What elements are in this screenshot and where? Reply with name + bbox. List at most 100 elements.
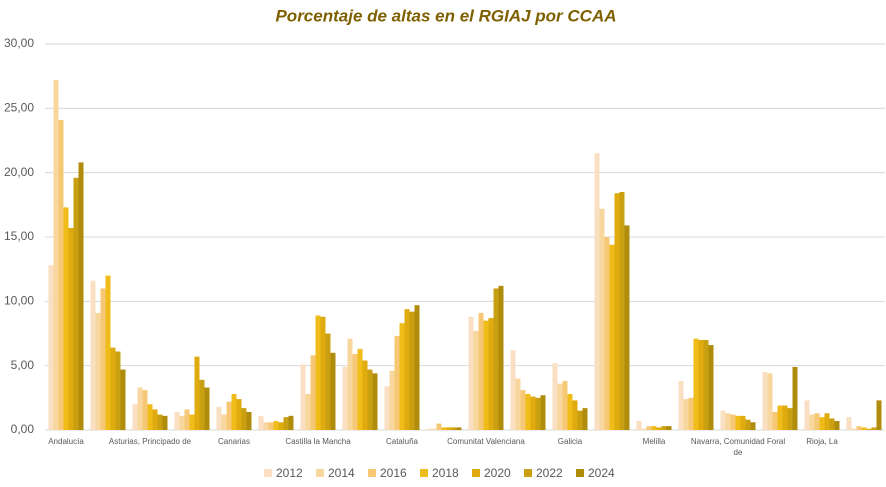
x-tick-label: Asturias, Principado de: [108, 437, 192, 446]
bar: [194, 356, 200, 430]
bar: [315, 315, 321, 430]
bar: [683, 399, 689, 430]
bar: [614, 193, 620, 430]
bar: [330, 352, 336, 430]
x-tick-label: Comunitat Valenciana: [447, 437, 525, 446]
bar: [342, 366, 348, 430]
bar: [142, 390, 148, 430]
bar: [199, 379, 205, 430]
bar: [179, 415, 185, 430]
bar: [357, 348, 363, 430]
bar: [787, 408, 793, 430]
bar: [320, 316, 326, 430]
bar: [137, 387, 143, 430]
bar: [730, 414, 736, 430]
bar: [241, 408, 247, 430]
bar: [856, 426, 862, 430]
bar: [762, 372, 768, 430]
bar: [520, 390, 526, 430]
bar: [273, 420, 279, 430]
bar: [305, 393, 311, 430]
bar: [157, 414, 163, 430]
bar: [68, 227, 74, 430]
bar: [288, 415, 294, 430]
bar: [698, 339, 704, 430]
bar: [819, 417, 825, 430]
bar: [619, 191, 625, 430]
bar: [552, 363, 558, 430]
bar: [372, 373, 378, 430]
legend-label: 2020: [484, 466, 511, 480]
bar: [708, 345, 714, 430]
bar: [792, 366, 798, 430]
bar: [162, 415, 168, 430]
bar: [468, 316, 474, 430]
bar: [599, 208, 605, 430]
bar: [53, 80, 59, 430]
bar: [782, 405, 788, 430]
bar: [204, 387, 210, 430]
bar: [310, 355, 316, 430]
bar: [389, 370, 395, 430]
bar: [258, 415, 264, 430]
bar: [740, 415, 746, 430]
bar: [641, 428, 647, 430]
bar: [493, 288, 499, 430]
y-tick-label: 0,00: [11, 422, 35, 436]
bar: [834, 420, 840, 430]
bar: [283, 417, 289, 430]
x-tick-label: Canarias: [217, 437, 250, 446]
bar: [814, 413, 820, 430]
bar: [525, 393, 531, 430]
bar: [624, 225, 630, 430]
bar: [78, 162, 84, 430]
bar: [384, 386, 390, 430]
legend-label: 2024: [588, 466, 615, 480]
bar: [115, 351, 121, 430]
bar: [804, 400, 810, 430]
bar: [577, 410, 583, 430]
bar: [572, 400, 578, 430]
bar: [110, 347, 116, 430]
bar: [58, 119, 64, 430]
bar: [678, 381, 684, 430]
y-tick-label: 15,00: [4, 229, 34, 243]
bar: [703, 339, 709, 430]
y-tick-label: 5,00: [11, 358, 35, 372]
bar: [824, 413, 830, 430]
bar: [582, 408, 588, 430]
legend-swatch: [472, 469, 480, 477]
bar: [540, 395, 546, 430]
bar: [95, 312, 101, 430]
bar: [399, 323, 405, 430]
bar: [866, 428, 872, 430]
bar: [646, 426, 652, 430]
bar: [231, 393, 237, 430]
bar: [431, 428, 437, 430]
bar: [90, 280, 96, 430]
bar: [268, 422, 274, 430]
legend-swatch: [420, 469, 428, 477]
bar: [409, 311, 415, 430]
bar: [656, 427, 662, 430]
legend-swatch: [524, 469, 532, 477]
bar: [530, 396, 536, 430]
y-tick-label: 20,00: [4, 165, 34, 179]
bar: [367, 369, 373, 430]
bar: [636, 420, 642, 430]
bar: [221, 414, 227, 430]
legend-swatch: [316, 469, 324, 477]
bar: [263, 422, 269, 430]
bar: [871, 427, 877, 430]
bar: [535, 397, 541, 430]
bar: [325, 333, 331, 430]
bar: [451, 427, 457, 430]
bar: [394, 336, 400, 430]
x-tick-label: Cataluña: [385, 437, 419, 446]
bar: [720, 410, 726, 430]
legend-label: 2012: [276, 466, 303, 480]
bar: [236, 399, 242, 430]
bar: [488, 318, 494, 430]
chart-title: Porcentaje de altas en el RGIAJ por CCAA: [275, 6, 616, 25]
